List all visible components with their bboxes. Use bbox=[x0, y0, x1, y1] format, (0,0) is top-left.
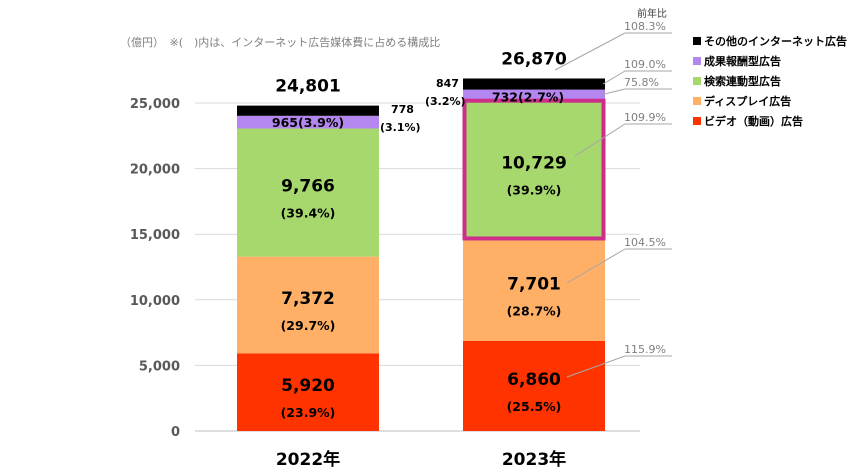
yoy-leader-line bbox=[602, 70, 626, 85]
legend-swatch bbox=[693, 77, 701, 85]
bar-segment bbox=[463, 99, 605, 240]
segment-value-label: 732(2.7%) bbox=[492, 89, 564, 104]
bar-segment bbox=[463, 340, 605, 431]
total-label: 24,801 bbox=[275, 77, 341, 97]
yoy-label: 104.5% bbox=[624, 236, 666, 249]
segment-value-label: 10,729 bbox=[501, 154, 567, 174]
x-axis-categories: 2022年 2023年 bbox=[276, 449, 566, 470]
yoy-label: 109.0% bbox=[624, 58, 666, 71]
segment-pct-label: (28.7%) bbox=[507, 303, 562, 318]
y-tick-label: 20,000 bbox=[130, 163, 180, 178]
bar-segment bbox=[237, 256, 379, 354]
yoy-label: 75.8% bbox=[624, 76, 659, 89]
segment-value-label: 6,860 bbox=[507, 370, 561, 390]
segment-pct-label: (39.9%) bbox=[507, 183, 562, 198]
x-category-label: 2022年 bbox=[276, 449, 340, 470]
segment-pct-label: (23.9%) bbox=[281, 405, 336, 420]
yoy-title: 前年比 bbox=[637, 7, 667, 20]
segment-value-label: 9,766 bbox=[281, 177, 335, 197]
y-tick-label: 5,000 bbox=[139, 359, 180, 374]
yoy-leader-line bbox=[554, 32, 626, 71]
bar-segment bbox=[237, 353, 379, 431]
highlight-frame bbox=[462, 98, 606, 241]
legend-label: その他のインターネット広告 bbox=[704, 34, 847, 48]
yoy-labels: 108.3% 109.0% 75.8% 109.9% 104.5% 115.9% bbox=[554, 20, 672, 378]
bar-segment bbox=[463, 78, 605, 90]
yoy-leader-line bbox=[566, 248, 626, 284]
legend-label: 検索連動型広告 bbox=[704, 74, 781, 88]
segment-pct-label: (29.7%) bbox=[281, 318, 336, 333]
bar-segment bbox=[237, 105, 379, 116]
segment-value-label: 5,920 bbox=[281, 376, 335, 396]
unit-note: （億円） ※( )内は、インターネット広告媒体費に占める構成比 bbox=[120, 35, 440, 49]
total-label: 26,870 bbox=[501, 49, 567, 69]
segment-pct-label: (39.4%) bbox=[281, 206, 336, 221]
bar-segment bbox=[237, 115, 379, 129]
segment-pct-label: (3.2%) bbox=[425, 95, 466, 108]
y-tick-label: 25,000 bbox=[130, 97, 180, 112]
bar-segment bbox=[463, 89, 605, 100]
y-tick-label: 15,000 bbox=[130, 228, 180, 243]
segment-pct-label: (3.1%) bbox=[380, 121, 421, 134]
legend-swatch bbox=[693, 117, 701, 125]
y-tick-label: 0 bbox=[171, 425, 180, 440]
segment-value-label: 965(3.9%) bbox=[272, 115, 344, 130]
legend-label: ビデオ（動画）広告 bbox=[704, 114, 803, 128]
legend-swatch bbox=[693, 97, 701, 105]
x-category-label: 2023年 bbox=[502, 449, 566, 470]
legend-label: 成果報酬型広告 bbox=[704, 54, 781, 68]
legend: その他のインターネット広告成果報酬型広告検索連動型広告ディスプレイ広告ビデオ（動… bbox=[693, 34, 847, 128]
bars bbox=[237, 78, 606, 431]
y-axis-ticks: 0 5,000 10,000 15,000 20,000 25,000 bbox=[130, 97, 180, 440]
segment-value-label: 7,701 bbox=[507, 274, 561, 294]
legend-swatch bbox=[693, 37, 701, 45]
bar-segment bbox=[463, 239, 605, 341]
legend-swatch bbox=[693, 57, 701, 65]
yoy-label: 115.9% bbox=[624, 343, 666, 356]
legend-label: ディスプレイ広告 bbox=[704, 94, 791, 108]
data-labels: 5,920 (23.9%) 6,860 (25.5%) 7,372 (29.7%) 7,70… bbox=[272, 49, 567, 420]
y-tick-label: 10,000 bbox=[130, 294, 180, 309]
yoy-leader-line bbox=[574, 123, 626, 157]
segment-value-label: 847 bbox=[436, 77, 459, 90]
segment-pct-label: (25.5%) bbox=[507, 399, 562, 414]
yoy-label: 108.3% bbox=[624, 20, 666, 33]
segment-value-label: 7,372 bbox=[281, 289, 335, 309]
yoy-leader-line bbox=[602, 88, 626, 95]
segment-value-label: 778 bbox=[391, 103, 414, 116]
yoy-label: 109.9% bbox=[624, 111, 666, 124]
yoy-leader-line bbox=[566, 355, 626, 378]
bar-segment bbox=[237, 128, 379, 257]
